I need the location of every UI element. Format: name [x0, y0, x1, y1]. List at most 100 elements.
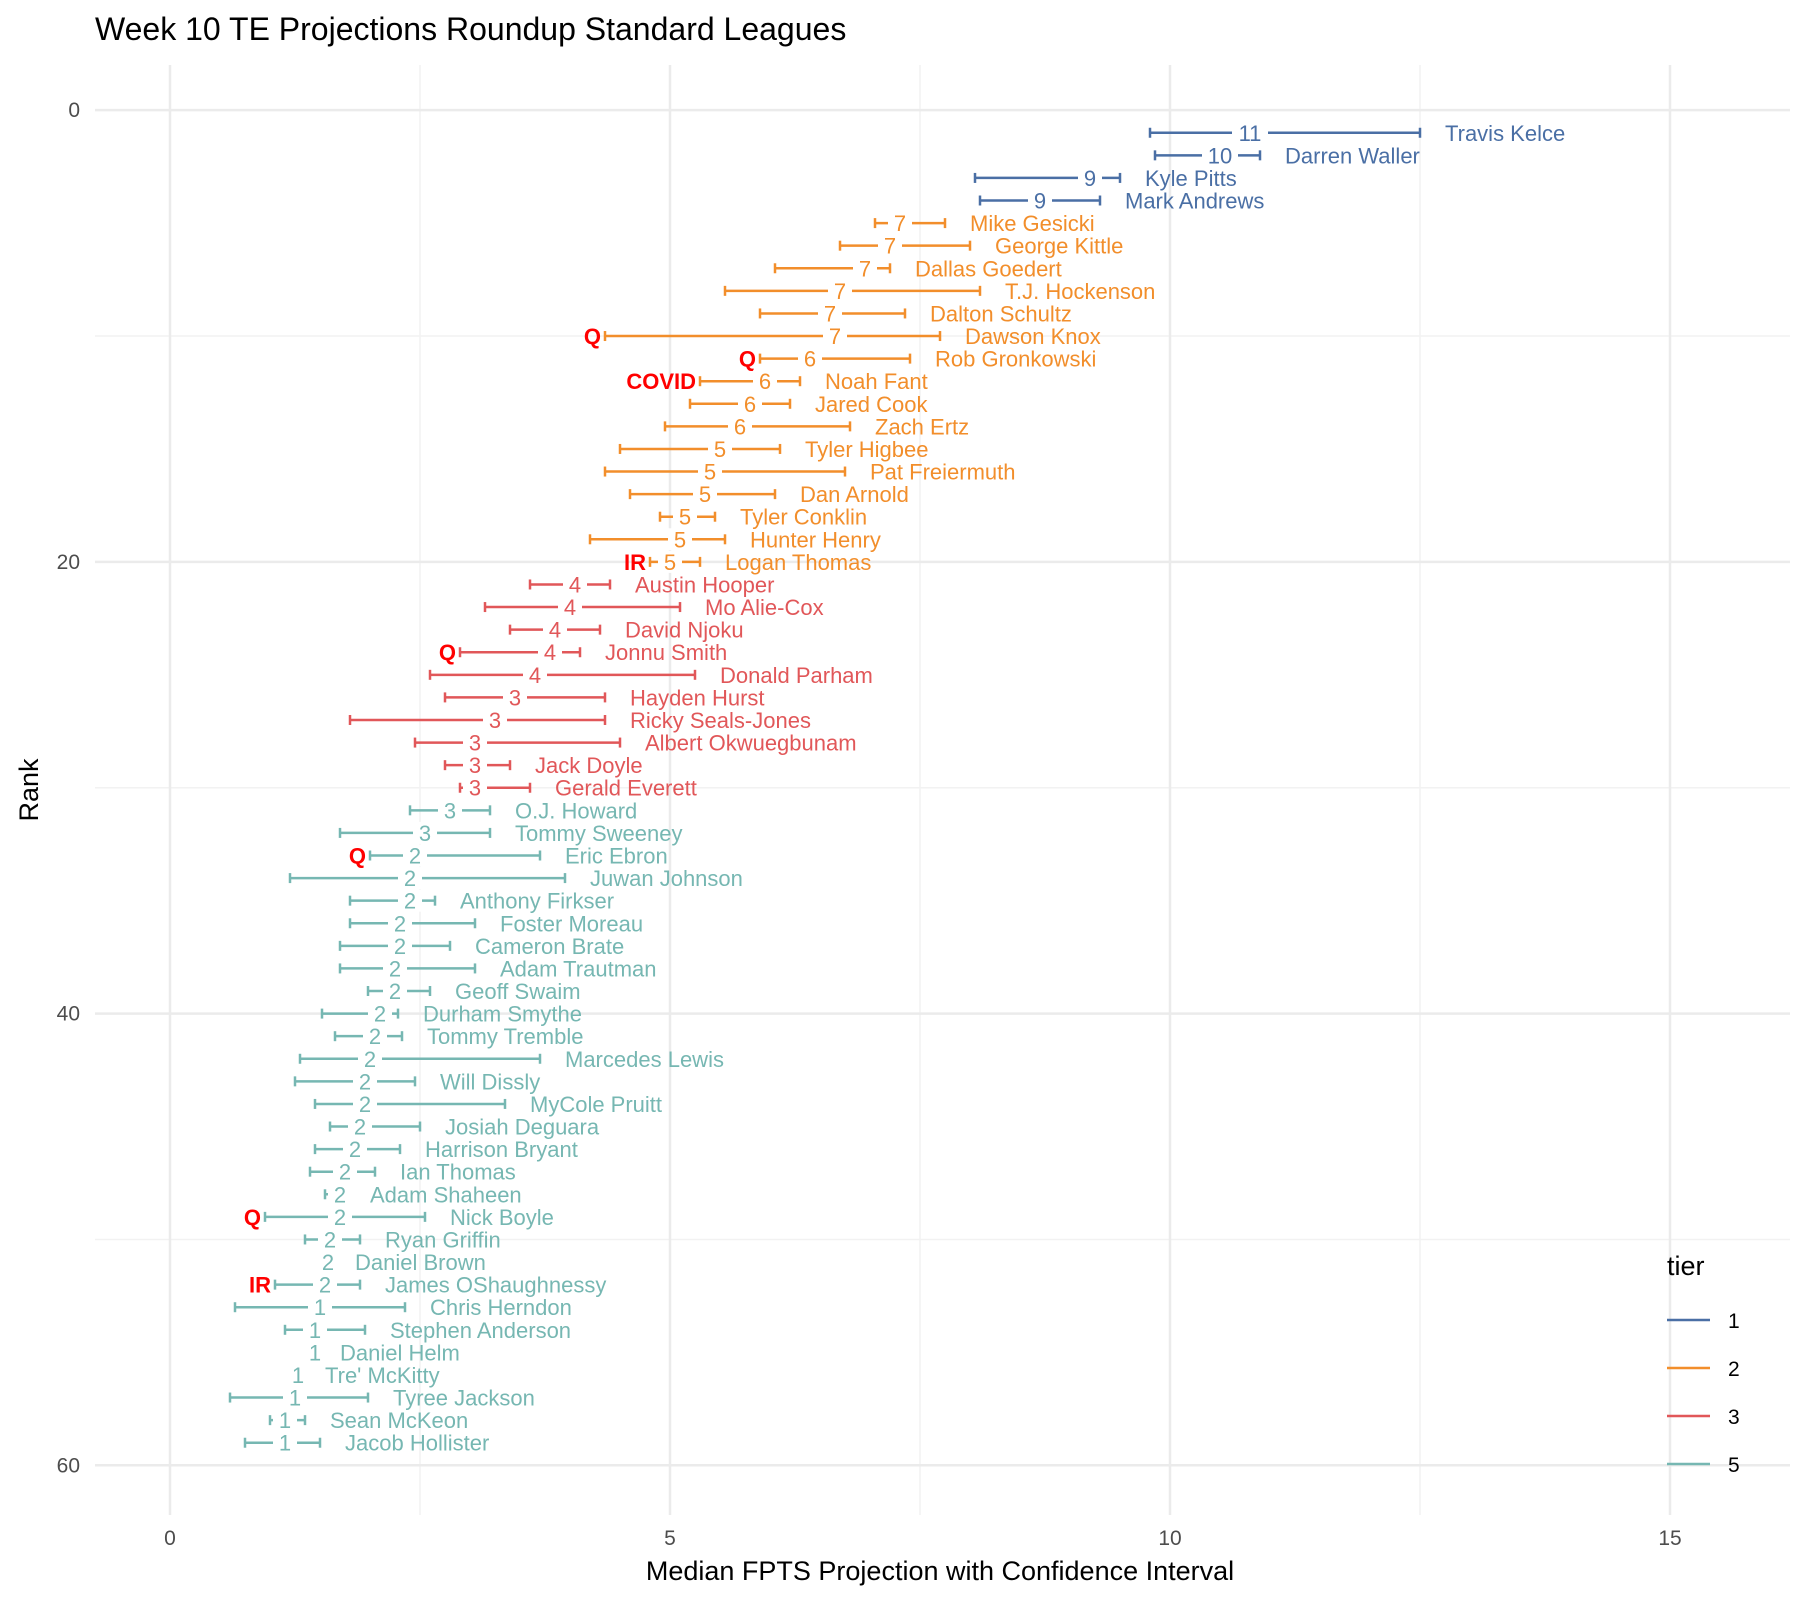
median-label: 2 [339, 1160, 351, 1185]
median-label: 9 [1034, 189, 1046, 214]
player-row: 4 Mo Alie-Cox [483, 595, 824, 620]
player-name: O.J. Howard [515, 798, 637, 823]
tier-legend: tier 1 2 3 5 [1667, 1251, 1740, 1477]
player-name: Rob Gronkowski [935, 347, 1096, 372]
median-label-background [798, 347, 822, 370]
median-label-background [353, 1070, 377, 1093]
player-name: Dallas Goedert [915, 256, 1062, 281]
status-flag: Q [244, 1205, 261, 1230]
median-label-background [523, 663, 547, 686]
median-label: 2 [404, 866, 416, 891]
median-label-background [1028, 189, 1052, 212]
median-label-background [673, 505, 697, 528]
player-row: 2 Eric Ebron Q [349, 843, 668, 868]
median-label-background [358, 1047, 382, 1070]
median-label: 2 [334, 1205, 346, 1230]
x-tick-label: 15 [1658, 1527, 1681, 1550]
player-row: 2 Marcedes Lewis [298, 1047, 724, 1072]
median-label-background [463, 776, 487, 799]
median-label-background [438, 799, 462, 822]
median-label-background [333, 1160, 357, 1183]
player-row: 7 Mike Gesicki [873, 211, 1095, 236]
median-label: 7 [824, 301, 836, 326]
player-name: Harrison Bryant [425, 1137, 578, 1162]
player-name: Ian Thomas [400, 1160, 516, 1185]
player-name: Tre' McKitty [325, 1363, 440, 1388]
median-label: 6 [734, 414, 746, 439]
median-label-background [1202, 144, 1238, 167]
legend-entry-label: 1 [1728, 1310, 1740, 1333]
player-name: Jacob Hollister [345, 1431, 489, 1456]
player-row: 3 O.J. Howard [408, 798, 637, 823]
y-axis-title: Rank [14, 758, 44, 822]
player-row: 1 Tre' McKitty [286, 1363, 440, 1388]
median-label-background [413, 821, 437, 844]
median-label-background [328, 1183, 352, 1206]
median-label-background [483, 708, 507, 731]
median-label-background [878, 234, 902, 257]
median-label: 3 [469, 753, 481, 778]
player-name: Marcedes Lewis [565, 1047, 724, 1072]
median-label-background [563, 573, 587, 596]
player-row: 6 Rob Gronkowski Q [739, 347, 1097, 372]
player-name: Mike Gesicki [970, 211, 1095, 236]
median-label: 5 [674, 527, 686, 552]
player-row: 1 Tyree Jackson [228, 1386, 535, 1411]
status-flag: IR [249, 1273, 271, 1298]
player-row: 2 Ian Thomas [308, 1160, 516, 1185]
median-label: 10 [1208, 143, 1232, 168]
median-label-background [463, 754, 487, 777]
player-name: Mark Andrews [1125, 189, 1264, 214]
median-label: 5 [679, 505, 691, 530]
player-row: 7 Dawson Knox Q [584, 324, 1101, 349]
player-row: 3 Albert Okwuegbunam [413, 731, 857, 756]
player-name: Cameron Brate [475, 934, 624, 959]
player-row: 4 Austin Hooper [528, 572, 774, 597]
status-flag: Q [349, 843, 366, 868]
player-name: Nick Boyle [450, 1205, 554, 1230]
player-row: 2 Josiah Deguara [328, 1115, 600, 1140]
median-label-background [853, 257, 877, 280]
median-label-background [728, 415, 752, 438]
player-row: 5 Tyler Conklin [658, 505, 867, 530]
y-tick-label: 40 [57, 1003, 80, 1026]
median-label: 3 [419, 821, 431, 846]
median-label-background [668, 528, 692, 551]
player-name: Logan Thomas [725, 550, 871, 575]
median-label: 6 [744, 392, 756, 417]
median-label: 6 [759, 369, 771, 394]
median-label: 2 [334, 1182, 346, 1207]
median-label: 4 [564, 595, 576, 620]
player-name: Dalton Schultz [930, 301, 1072, 326]
player-name: Chris Herndon [430, 1295, 572, 1320]
median-label-background [463, 731, 487, 754]
median-label: 2 [369, 1024, 381, 1049]
x-tick-label: 5 [664, 1527, 676, 1550]
median-label: 5 [714, 437, 726, 462]
median-label: 2 [364, 1047, 376, 1072]
player-name: Hayden Hurst [630, 685, 765, 710]
median-label: 2 [409, 843, 421, 868]
player-row: 2 Geoff Swaim [366, 979, 581, 1004]
player-name: George Kittle [995, 234, 1123, 259]
median-label-background [738, 392, 762, 415]
player-row: 2 James OShaughnessy IR [249, 1273, 606, 1298]
median-label-background [398, 867, 422, 890]
median-label: 2 [319, 1273, 331, 1298]
median-label-background [368, 1002, 392, 1025]
player-row: 1 Jacob Hollister [243, 1431, 489, 1456]
x-axis-title: Median FPTS Projection with Confidence I… [646, 1556, 1234, 1586]
median-label-background [328, 1205, 352, 1228]
status-flag: Q [439, 640, 456, 665]
player-name: Tommy Tremble [427, 1024, 583, 1049]
player-row: 2 Nick Boyle Q [244, 1205, 554, 1230]
player-row: 11 Travis Kelce [1148, 121, 1565, 146]
player-row: 2 Will Dissly [293, 1069, 540, 1094]
median-label-background [708, 437, 732, 460]
status-flag: COVID [626, 369, 696, 394]
median-label-background [303, 1341, 327, 1364]
player-row: 3 Jack Doyle [443, 753, 643, 778]
median-label-background [503, 686, 527, 709]
median-label: 3 [469, 776, 481, 801]
median-label-background [303, 1318, 327, 1341]
